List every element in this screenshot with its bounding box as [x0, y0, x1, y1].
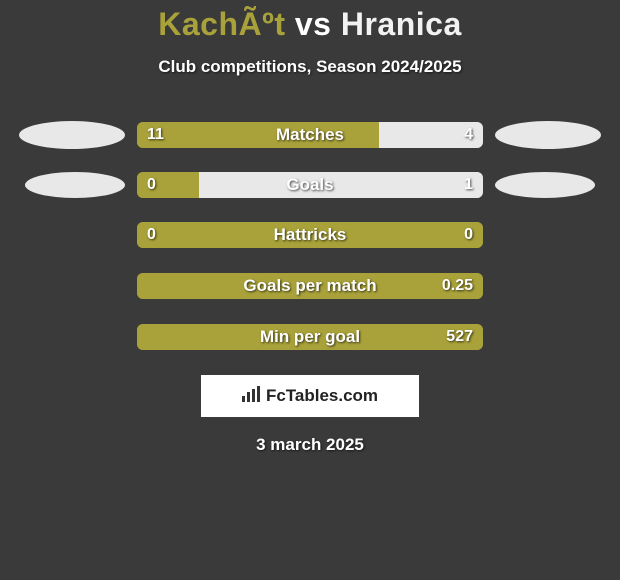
- stat-row: Goals per match0.25: [0, 272, 620, 300]
- stat-bar: 0Hattricks0: [137, 222, 483, 248]
- stat-label: Goals: [137, 172, 483, 198]
- widget-container: KachÃºt vs Hranica Club competitions, Se…: [0, 0, 620, 455]
- player2-ellipse: [495, 121, 601, 149]
- stat-value-player2: 527: [446, 324, 473, 350]
- spacer: [19, 221, 125, 249]
- stat-label: Matches: [137, 122, 483, 148]
- stat-bar: 0Goals1: [137, 172, 483, 198]
- stat-bar: 11Matches4: [137, 122, 483, 148]
- bars-icon: [242, 386, 262, 407]
- stat-value-player2: 0: [464, 222, 473, 248]
- stats-list: 11Matches40Goals10Hattricks0Goals per ma…: [0, 121, 620, 351]
- stat-row: Min per goal527: [0, 323, 620, 351]
- stat-label: Hattricks: [137, 222, 483, 248]
- stat-value-player2: 0.25: [442, 273, 473, 299]
- player1-ellipse: [19, 121, 125, 149]
- vs-text: vs: [285, 6, 340, 42]
- stat-row: 0Hattricks0: [0, 221, 620, 249]
- spacer: [495, 323, 601, 351]
- spacer: [19, 272, 125, 300]
- stat-row: 0Goals1: [0, 172, 620, 198]
- player2-ellipse: [495, 172, 595, 198]
- player1-name: KachÃºt: [158, 6, 285, 42]
- spacer: [495, 272, 601, 300]
- stat-label: Min per goal: [137, 324, 483, 350]
- date-text: 3 march 2025: [0, 435, 620, 455]
- brand-badge[interactable]: FcTables.com: [201, 375, 419, 417]
- spacer: [19, 323, 125, 351]
- stat-row: 11Matches4: [0, 121, 620, 149]
- subtitle: Club competitions, Season 2024/2025: [0, 57, 620, 77]
- stat-bar: Goals per match0.25: [137, 273, 483, 299]
- player1-ellipse: [25, 172, 125, 198]
- stat-label: Goals per match: [137, 273, 483, 299]
- spacer: [495, 221, 601, 249]
- stat-value-player2: 4: [464, 122, 473, 148]
- brand-text: FcTables.com: [266, 386, 378, 406]
- stat-bar: Min per goal527: [137, 324, 483, 350]
- stat-value-player2: 1: [464, 172, 473, 198]
- player2-name: Hranica: [341, 6, 462, 42]
- comparison-title: KachÃºt vs Hranica: [0, 6, 620, 43]
